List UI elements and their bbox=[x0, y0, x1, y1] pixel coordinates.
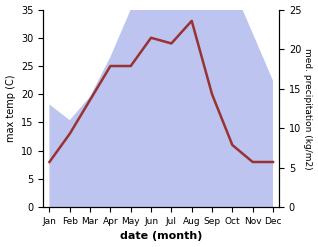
Y-axis label: med. precipitation (kg/m2): med. precipitation (kg/m2) bbox=[303, 48, 313, 169]
Y-axis label: max temp (C): max temp (C) bbox=[5, 75, 16, 142]
X-axis label: date (month): date (month) bbox=[120, 231, 203, 242]
